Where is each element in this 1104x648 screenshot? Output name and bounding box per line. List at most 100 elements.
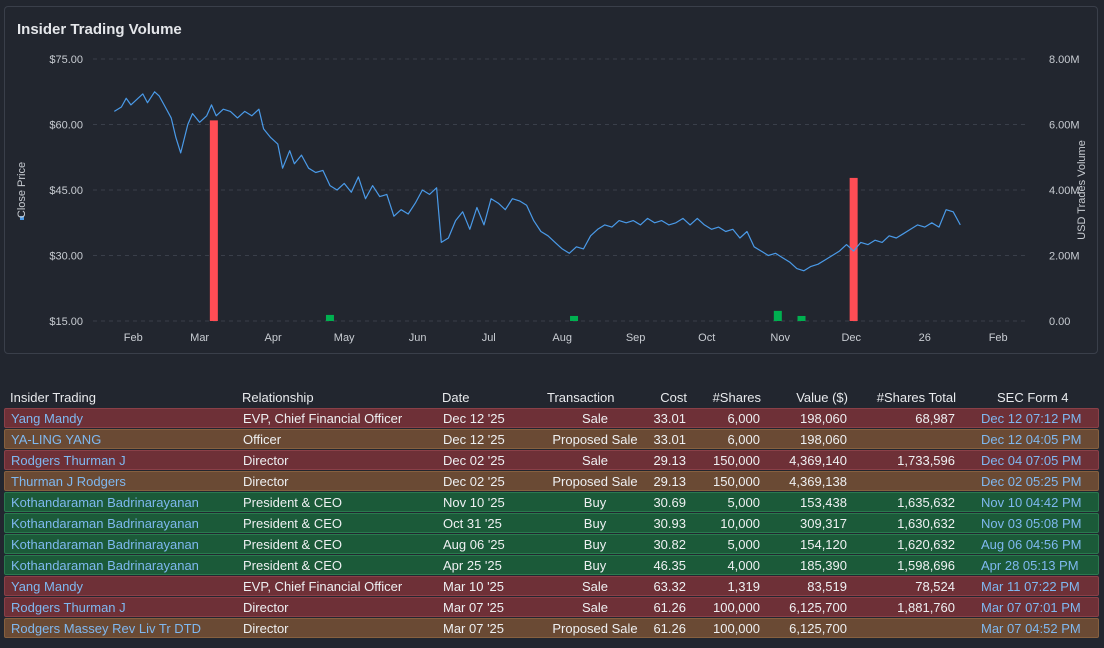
shares-cell: 100,000 (713, 621, 760, 636)
x-tick-label: Jul (482, 332, 496, 344)
date-cell: Oct 31 '25 (443, 516, 502, 531)
table-row[interactable]: Kothandaraman Badrinarayanan President & … (4, 513, 1099, 533)
insider-link[interactable]: Yang Mandy (11, 579, 84, 594)
header-relationship[interactable]: Relationship (242, 390, 314, 405)
table-row[interactable]: Rodgers Thurman J Director Dec 02 '25 Sale 2… (4, 450, 1099, 470)
transaction-cell: Buy (583, 558, 607, 573)
buy-volume-bar (570, 315, 579, 321)
transaction-cell: Proposed Sale (552, 621, 638, 636)
transaction-cell: Buy (583, 537, 607, 552)
cost-cell: 61.26 (653, 600, 686, 615)
y2-axis-label: USD Trades Volume (1076, 140, 1088, 240)
value-cell: 185,390 (800, 558, 847, 573)
x-tick-label: Jun (409, 332, 427, 344)
table-row[interactable]: Kothandaraman Badrinarayanan President & … (4, 492, 1099, 512)
x-tick-label: Sep (626, 332, 646, 344)
insider-link[interactable]: Kothandaraman Badrinarayanan (11, 516, 199, 531)
x-tick-label: Mar (190, 332, 209, 344)
x-tick-label: Nov (770, 332, 790, 344)
sec-form-link[interactable]: Mar 07 04:52 PM (981, 621, 1081, 636)
sec-form-link[interactable]: Dec 12 07:12 PM (981, 411, 1082, 426)
buy-volume-bar (325, 314, 334, 321)
table-row[interactable]: Yang Mandy EVP, Chief Financial Officer Ma… (4, 576, 1099, 596)
insider-link[interactable]: Yang Mandy (11, 411, 84, 426)
relationship-cell: EVP, Chief Financial Officer (243, 579, 403, 594)
relationship-cell: Director (243, 621, 289, 636)
shares-total-cell: 1,598,696 (897, 558, 955, 573)
sec-form-link[interactable]: Dec 04 07:05 PM (981, 453, 1082, 468)
insider-link[interactable]: Rodgers Thurman J (11, 600, 126, 615)
shares-total-cell: 1,881,760 (897, 600, 955, 615)
relationship-cell: President & CEO (243, 516, 342, 531)
cost-cell: 30.82 (653, 537, 686, 552)
sec-form-link[interactable]: Nov 03 05:08 PM (981, 516, 1082, 531)
date-cell: Mar 07 '25 (443, 600, 505, 615)
relationship-cell: President & CEO (243, 495, 342, 510)
relationship-cell: President & CEO (243, 537, 342, 552)
table-row[interactable]: Rodgers Thurman J Director Mar 07 '25 Sale 6… (4, 597, 1099, 617)
table-row[interactable]: Yang Mandy EVP, Chief Financial Officer De… (4, 408, 1099, 428)
cost-cell: 63.32 (653, 579, 686, 594)
insider-link[interactable]: Kothandaraman Badrinarayanan (11, 558, 199, 573)
insider-link[interactable]: YA-LING YANG (11, 432, 102, 447)
header-shares-total[interactable]: #Shares Total (876, 390, 956, 405)
date-cell: Dec 02 '25 (443, 474, 505, 489)
y-tick-label: $45.00 (49, 185, 83, 197)
table-row[interactable]: Kothandaraman Badrinarayanan President & … (4, 555, 1099, 575)
sec-form-link[interactable]: Dec 12 04:05 PM (981, 432, 1082, 447)
y-tick-label: $60.00 (49, 120, 83, 132)
buy-volume-bar (773, 310, 782, 321)
value-cell: 6,125,700 (789, 600, 847, 615)
shares-total-cell: 78,524 (915, 579, 955, 594)
y-tick-label: $30.00 (49, 251, 83, 263)
table-row[interactable]: YA-LING YANG Officer Dec 12 '25 Proposed Sa… (4, 429, 1099, 449)
cost-cell: 30.69 (653, 495, 686, 510)
table-row[interactable]: Kothandaraman Badrinarayanan President & … (4, 534, 1099, 554)
x-tick-label: 26 (919, 332, 931, 344)
transaction-cell: Sale (581, 411, 609, 426)
date-cell: Mar 10 '25 (443, 579, 505, 594)
insider-trading-chart: $15.00 $30.00 $45.00 $60.00 $75.00 0.00 2.00M 4… (16, 54, 1088, 344)
chart-panel: $15.00 $30.00 $45.00 $60.00 $75.00 0.00 2.00M 4… (4, 6, 1098, 354)
insider-link[interactable]: Kothandaraman Badrinarayanan (11, 495, 199, 510)
insider-link[interactable]: Thurman J Rodgers (11, 474, 126, 489)
insider-link[interactable]: Kothandaraman Badrinarayanan (11, 537, 199, 552)
y-axis-label: Close Price (16, 162, 28, 218)
sec-form-link[interactable]: Apr 28 05:13 PM (981, 558, 1079, 573)
sec-form-link[interactable]: Mar 11 07:22 PM (981, 579, 1080, 594)
sec-form-link[interactable]: Aug 06 04:56 PM (981, 537, 1082, 552)
table-row[interactable]: Thurman J Rodgers Director Dec 02 '25 Propo… (4, 471, 1099, 491)
relationship-cell: Officer (243, 432, 282, 447)
shares-total-cell: 68,987 (915, 411, 955, 426)
insider-link[interactable]: Rodgers Thurman J (11, 453, 126, 468)
table-row[interactable]: Rodgers Massey Rev Liv Tr DTD Director Mar… (4, 618, 1099, 638)
sec-form-link[interactable]: Dec 02 05:25 PM (981, 474, 1082, 489)
date-cell: Dec 02 '25 (443, 453, 505, 468)
cost-cell: 33.01 (653, 432, 686, 447)
shares-total-cell: 1,733,596 (897, 453, 955, 468)
shares-cell: 5,000 (727, 537, 760, 552)
relationship-cell: Director (243, 474, 289, 489)
transaction-cell: Proposed Sale (552, 474, 638, 489)
header-sec-form[interactable]: SEC Form 4 (997, 390, 1069, 405)
insider-link[interactable]: Rodgers Massey Rev Liv Tr DTD (11, 621, 201, 636)
x-tick-label: Apr (265, 332, 282, 344)
header-date[interactable]: Date (442, 390, 470, 405)
cost-cell: 33.01 (653, 411, 686, 426)
header-insider[interactable]: Insider Trading (10, 390, 96, 405)
value-cell: 154,120 (800, 537, 847, 552)
shares-cell: 6,000 (727, 432, 760, 447)
relationship-cell: EVP, Chief Financial Officer (243, 411, 403, 426)
sec-form-link[interactable]: Nov 10 04:42 PM (981, 495, 1082, 510)
y2-tick-label: 0.00 (1049, 316, 1070, 328)
table-header: Insider Trading Relationship Date Transa… (4, 386, 1099, 408)
header-transaction[interactable]: Transaction (547, 390, 615, 405)
header-value[interactable]: Value ($) (796, 390, 848, 405)
value-cell: 6,125,700 (789, 621, 847, 636)
x-tick-label: Aug (552, 332, 572, 344)
date-cell: Nov 10 '25 (443, 495, 505, 510)
sec-form-link[interactable]: Mar 07 07:01 PM (981, 600, 1081, 615)
header-cost[interactable]: Cost (660, 390, 687, 405)
header-shares[interactable]: #Shares (712, 390, 761, 405)
sale-volume-bar (849, 177, 858, 321)
